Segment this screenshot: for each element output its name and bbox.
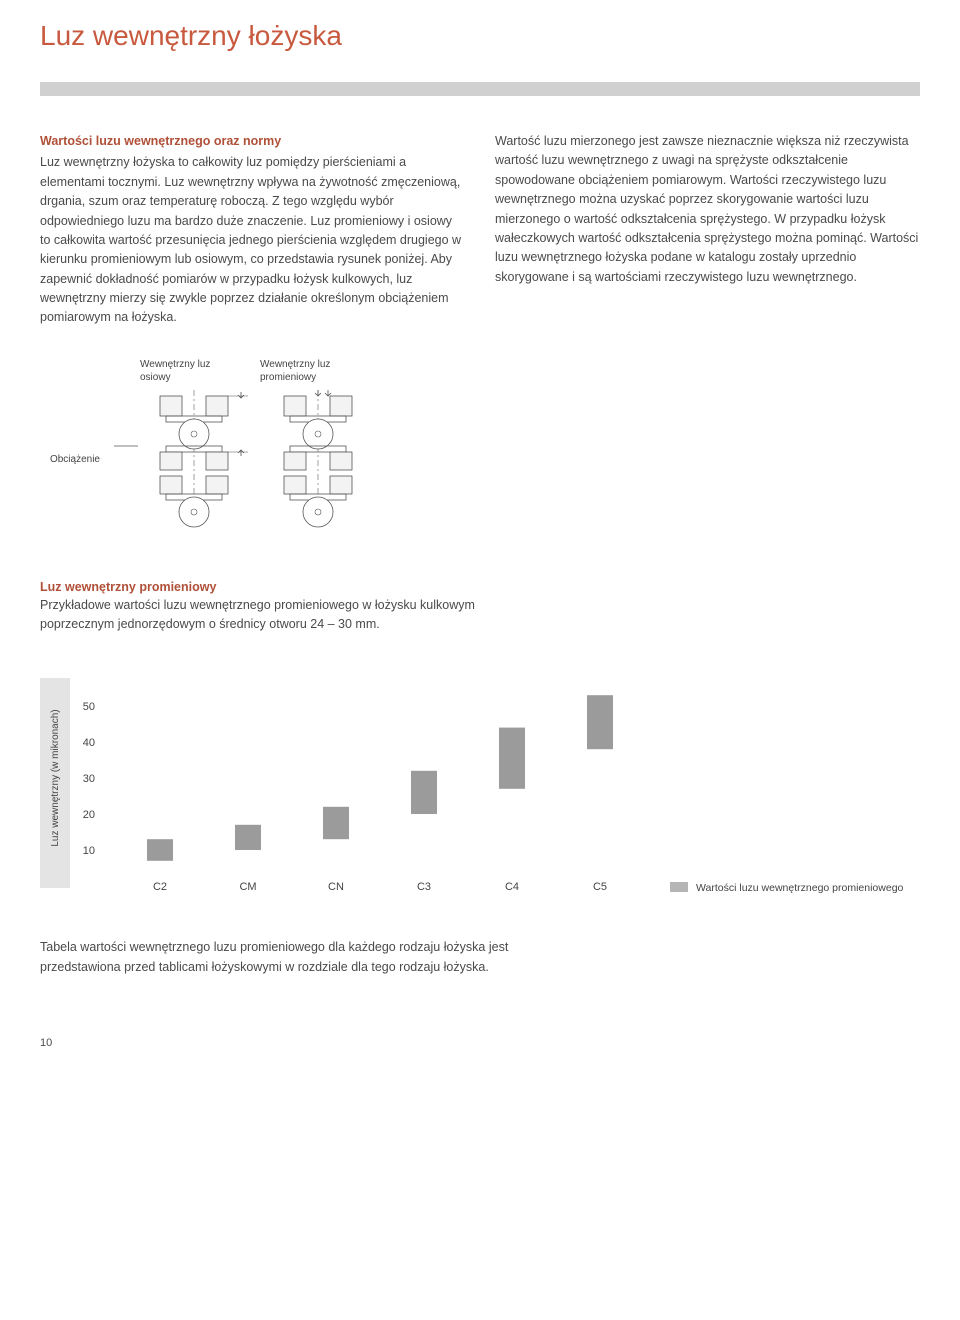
svg-text:C2: C2 — [153, 881, 167, 893]
intro-heading: Wartości luzu wewnętrznego oraz normy — [40, 132, 465, 151]
radial-title: Luz wewnętrzny promieniowy — [40, 580, 920, 594]
svg-text:20: 20 — [83, 809, 95, 821]
label-axial: Wewnętrzny luz osiowy — [140, 358, 230, 384]
svg-text:C4: C4 — [505, 881, 519, 893]
bearing-diagram-block: Wewnętrzny luz osiowy Wewnętrzny luz pro… — [40, 358, 920, 530]
intro-text-right: Wartość luzu mierzonego jest zawsze niez… — [495, 134, 918, 284]
label-load: Obciążenie — [40, 454, 100, 465]
grey-rule — [40, 82, 920, 96]
svg-text:C5: C5 — [593, 881, 607, 893]
svg-text:CN: CN — [328, 881, 344, 893]
svg-text:Luz wewnętrzny (w mikronach): Luz wewnętrzny (w mikronach) — [50, 710, 61, 847]
chart-svg: Luz wewnętrzny (w mikronach) 10 20 30 40 50 C2… — [40, 673, 920, 903]
footer-text: Tabela wartości wewnętrznego luzu promie… — [40, 938, 520, 977]
page-number: 10 — [40, 1037, 920, 1049]
clearance-chart: Luz wewnętrzny (w mikronach) 10 20 30 40 50 C2… — [40, 673, 920, 908]
intro-col-right: Wartość luzu mierzonego jest zawsze niez… — [495, 132, 920, 328]
label-radial: Wewnętrzny luz promieniowy — [260, 358, 350, 384]
svg-text:10: 10 — [83, 845, 95, 857]
svg-text:CM: CM — [239, 881, 256, 893]
svg-text:50: 50 — [83, 701, 95, 713]
bearing-diagram-svg — [114, 390, 374, 530]
diagram-labels: Wewnętrzny luz osiowy Wewnętrzny luz pro… — [40, 358, 920, 384]
intro-columns: Wartości luzu wewnętrznego oraz normy Lu… — [40, 132, 920, 328]
intro-col-left: Wartości luzu wewnętrznego oraz normy Lu… — [40, 132, 465, 328]
radial-body: Przykładowe wartości luzu wewnętrznego p… — [40, 596, 520, 634]
svg-text:C3: C3 — [417, 881, 431, 893]
intro-text-left: Luz wewnętrzny łożyska to całkowity luz … — [40, 155, 461, 324]
svg-text:40: 40 — [83, 737, 95, 749]
svg-text:Wartości luzu wewnętrznego pro: Wartości luzu wewnętrznego promieniowego — [696, 882, 904, 894]
svg-text:30: 30 — [83, 773, 95, 785]
page-title: Luz wewnętrzny łożyska — [40, 20, 920, 52]
